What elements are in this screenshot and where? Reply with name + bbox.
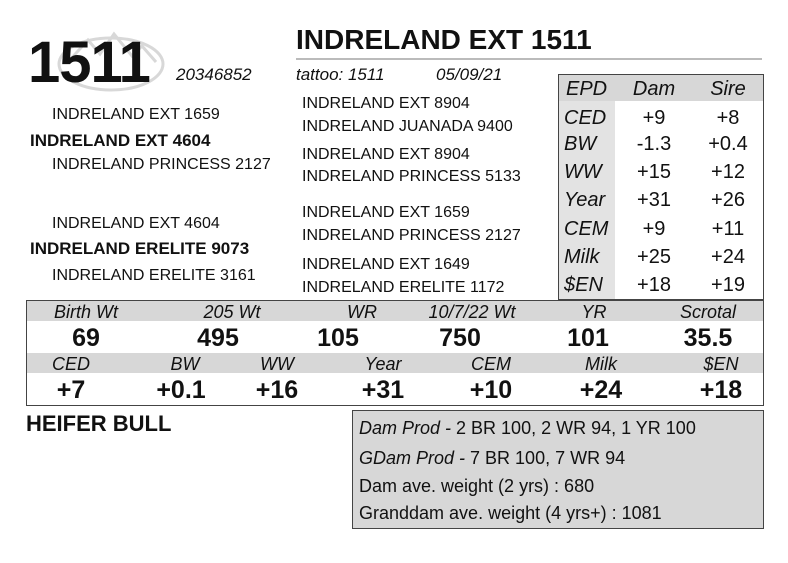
epd-trait-bw: BW bbox=[564, 133, 597, 155]
epd-dam-milk: +25 bbox=[637, 246, 671, 268]
pedigree-sdd: INDRELAND PRINCESS 5133 bbox=[302, 168, 521, 185]
birth-date: 05/09/21 bbox=[436, 65, 503, 84]
dam-avg-weight: Dam ave. weight (2 yrs) : 680 bbox=[359, 476, 595, 496]
epd-trait-en: $EN bbox=[564, 274, 603, 296]
epd-dam-ww: +15 bbox=[637, 161, 671, 183]
calf-value-milk: +24 bbox=[579, 376, 623, 404]
production-box: Dam Prod - 2 BR 100, 2 WR 94, 1 YR 100 G… bbox=[352, 410, 764, 529]
dam-prod-value: 2 BR 100, 2 WR 94, 1 YR 100 bbox=[451, 418, 696, 438]
calf-value-en: +18 bbox=[699, 376, 743, 404]
calf-header-cem: CEM bbox=[471, 354, 511, 374]
epd-trait-milk: Milk bbox=[564, 246, 600, 268]
pedigree-sds: INDRELAND EXT 8904 bbox=[302, 146, 470, 163]
performance-stats-box: Birth Wt 205 Wt WR 10/7/22 Wt YR Scrotal… bbox=[26, 300, 764, 406]
perf-value-205-wt: 495 bbox=[197, 324, 239, 352]
calf-header-year: Year bbox=[364, 354, 402, 374]
epd-trait-year: Year bbox=[564, 189, 606, 211]
calf-value-ced: +7 bbox=[56, 376, 86, 404]
epd-header-sire: Sire bbox=[710, 78, 746, 100]
epd-sire-milk: +24 bbox=[711, 246, 745, 268]
registration-number: 20346852 bbox=[176, 65, 252, 84]
epd-dam-year: +31 bbox=[637, 189, 671, 211]
epd-table: EPD Dam Sire CED +9 +8 BW -1.3 +0.4 WW +… bbox=[558, 74, 764, 300]
epd-sire-cem: +11 bbox=[711, 218, 745, 240]
perf-value-scrotal: 35.5 bbox=[683, 324, 733, 352]
epd-dam-ced: +9 bbox=[642, 107, 666, 129]
pedigree-dsd: INDRELAND PRINCESS 2127 bbox=[302, 227, 521, 244]
epd-trait-ced: CED bbox=[564, 107, 607, 129]
pedigree-ddd: INDRELAND ERELITE 1172 bbox=[302, 279, 505, 296]
perf-header-birth-wt: Birth Wt bbox=[53, 302, 118, 322]
pedigree-dam-sire: INDRELAND EXT 4604 bbox=[52, 215, 220, 232]
perf-header-scrotal: Scrotal bbox=[679, 302, 737, 322]
perf-value-wr: 105 bbox=[317, 324, 359, 352]
calf-header-ced: CED bbox=[51, 354, 90, 374]
pedigree-sire: INDRELAND EXT 4604 bbox=[30, 131, 211, 150]
title-rule bbox=[296, 58, 762, 60]
perf-value-yr: 101 bbox=[567, 324, 609, 352]
granddam-avg-weight: Granddam ave. weight (4 yrs+) : 1081 bbox=[359, 503, 662, 523]
perf-header-205-wt: 205 Wt bbox=[203, 302, 261, 322]
pedigree-dam: INDRELAND ERELITE 9073 bbox=[30, 239, 250, 258]
tattoo: tattoo: 1511 bbox=[296, 65, 385, 84]
calf-value-ww: +16 bbox=[255, 376, 299, 404]
epd-sire-ced: +8 bbox=[716, 107, 740, 129]
calf-header-en: $EN bbox=[703, 354, 739, 374]
epd-sire-en: +19 bbox=[711, 274, 745, 296]
epd-dam-en: +18 bbox=[637, 274, 671, 296]
pedigree-dss: INDRELAND EXT 1659 bbox=[302, 204, 470, 221]
dam-prod-label: Dam Prod - bbox=[359, 418, 452, 438]
pedigree-dds: INDRELAND EXT 1649 bbox=[302, 256, 470, 273]
epd-trait-ww: WW bbox=[564, 161, 602, 183]
lot-number: 1511 bbox=[28, 30, 151, 95]
epd-sire-year: +26 bbox=[711, 189, 745, 211]
epd-trait-cem: CEM bbox=[564, 218, 609, 240]
epd-header-epd: EPD bbox=[566, 78, 608, 100]
epd-dam-cem: +9 bbox=[642, 218, 666, 240]
gdam-prod-label: GDam Prod - bbox=[359, 448, 466, 468]
pedigree-ssd: INDRELAND JUANADA 9400 bbox=[302, 118, 513, 135]
perf-value-birth-wt: 69 bbox=[72, 324, 100, 352]
epd-sire-bw: +0.4 bbox=[708, 133, 748, 155]
calf-header-bw: BW bbox=[170, 354, 200, 374]
calf-value-cem: +10 bbox=[469, 376, 513, 404]
ranch-logo-watermark bbox=[57, 31, 165, 92]
perf-header-wt-date: 10/7/22 Wt bbox=[428, 302, 516, 322]
epd-sire-ww: +12 bbox=[711, 161, 745, 183]
gdam-prod-line: GDam Prod - 7 BR 100, 7 WR 94 bbox=[359, 449, 625, 467]
calf-header-milk: Milk bbox=[585, 354, 617, 374]
calf-header-ww: WW bbox=[260, 354, 294, 374]
calf-epd-header-band bbox=[27, 353, 763, 373]
performance-header-band bbox=[27, 301, 763, 321]
calf-value-year: +31 bbox=[361, 376, 405, 404]
epd-dam-bw: -1.3 bbox=[636, 133, 672, 155]
calf-value-bw: +0.1 bbox=[156, 376, 206, 404]
epd-trait-column bbox=[559, 101, 615, 299]
pedigree-sire-dam: INDRELAND PRINCESS 2127 bbox=[52, 156, 271, 173]
pedigree-sire-sire: INDRELAND EXT 1659 bbox=[52, 106, 220, 123]
perf-header-yr: YR bbox=[581, 302, 607, 322]
perf-header-wr: WR bbox=[347, 302, 377, 322]
pedigree-dam-dam: INDRELAND ERELITE 3161 bbox=[52, 267, 256, 284]
pedigree-sss: INDRELAND EXT 8904 bbox=[302, 95, 470, 112]
dam-prod-line: Dam Prod - 2 BR 100, 2 WR 94, 1 YR 100 bbox=[359, 419, 696, 437]
classification-label: HEIFER BULL bbox=[26, 411, 172, 436]
animal-name: INDRELAND EXT 1511 bbox=[296, 24, 592, 55]
perf-value-wt: 750 bbox=[439, 324, 481, 352]
epd-header-dam: Dam bbox=[632, 78, 676, 100]
gdam-prod-value: 7 BR 100, 7 WR 94 bbox=[465, 448, 626, 468]
epd-header-band bbox=[559, 75, 763, 101]
